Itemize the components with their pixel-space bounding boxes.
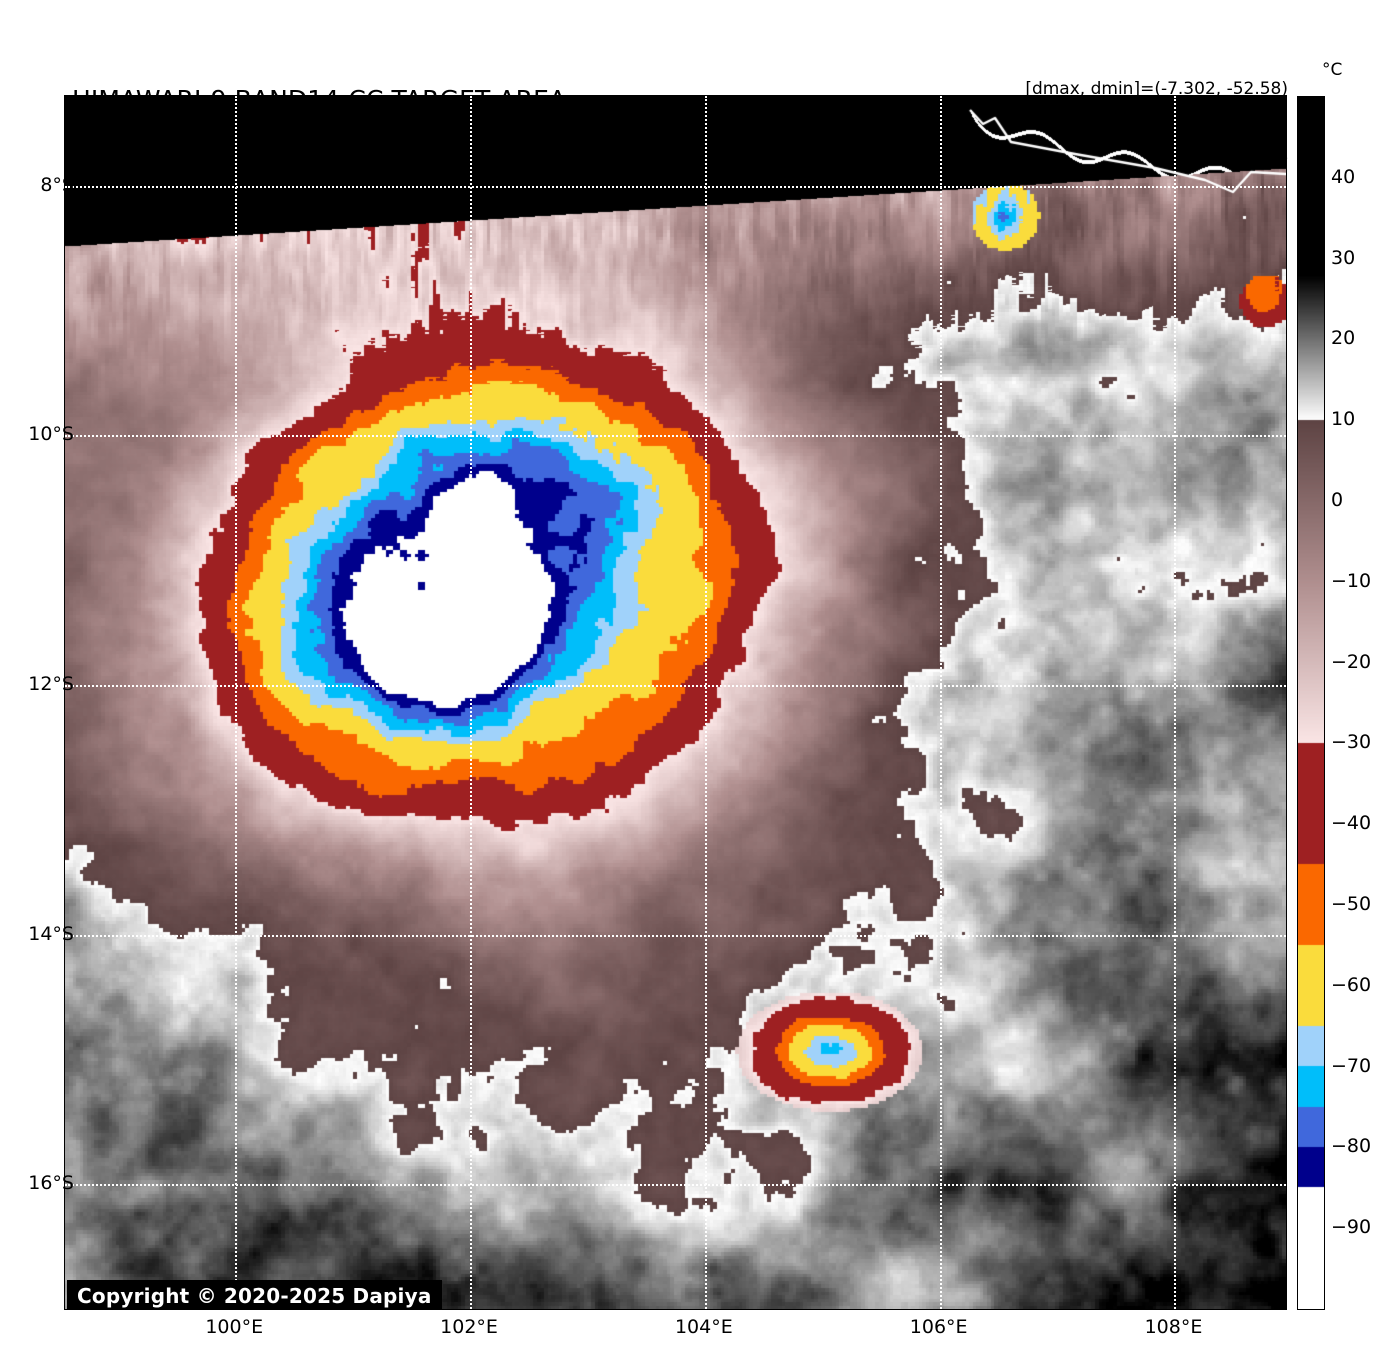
- colorbar-tick-label: −80: [1331, 1135, 1372, 1158]
- infrared-imagery-canvas: [65, 96, 1286, 1309]
- colorbar-tick-label: −90: [1331, 1216, 1372, 1239]
- lat-tick-label: 12°S: [28, 673, 74, 696]
- colorbar-tick-label: −40: [1331, 812, 1372, 835]
- lat-tick-label: 8°S: [40, 173, 74, 196]
- colorbar-tick-label: −50: [1331, 893, 1372, 915]
- lon-tick-label: 106°E: [909, 1316, 968, 1338]
- colorbar-tick-label: −10: [1331, 569, 1372, 592]
- colorbar-tick-label: 40: [1331, 165, 1356, 188]
- colorbar-unit-label: °C: [1322, 60, 1343, 80]
- dmax-dmin-label: [dmax, dmin]=(-7.302, -52.58): [1025, 79, 1288, 99]
- satellite-image-plot[interactable]: Copyright © 2020-2025 Dapiya: [64, 95, 1287, 1310]
- colorbar-tick-label: 10: [1331, 408, 1356, 431]
- colorbar-tick-label: 0: [1331, 489, 1344, 511]
- lat-tick-label: 10°S: [28, 423, 74, 446]
- colorbar-tick-label: −70: [1331, 1054, 1372, 1077]
- copyright-banner: Copyright © 2020-2025 Dapiya: [67, 1280, 442, 1309]
- lon-tick-label: 102°E: [440, 1316, 498, 1338]
- lon-tick-label: 108°E: [1144, 1316, 1203, 1338]
- lon-tick-label: 100°E: [205, 1316, 264, 1338]
- colorbar-tick-label: −20: [1331, 650, 1372, 673]
- temperature-colorbar[interactable]: [1297, 96, 1325, 1310]
- colorbar-gradient: [1298, 97, 1324, 1309]
- lat-tick-label: 16°S: [28, 1172, 74, 1195]
- colorbar-tick-label: −60: [1331, 973, 1372, 996]
- colorbar-tick-label: 30: [1331, 246, 1356, 269]
- colorbar-tick-label: −30: [1331, 731, 1372, 754]
- lat-tick-label: 14°S: [28, 922, 74, 945]
- lon-tick-label: 104°E: [674, 1316, 733, 1338]
- colorbar-tick-label: 20: [1331, 327, 1356, 350]
